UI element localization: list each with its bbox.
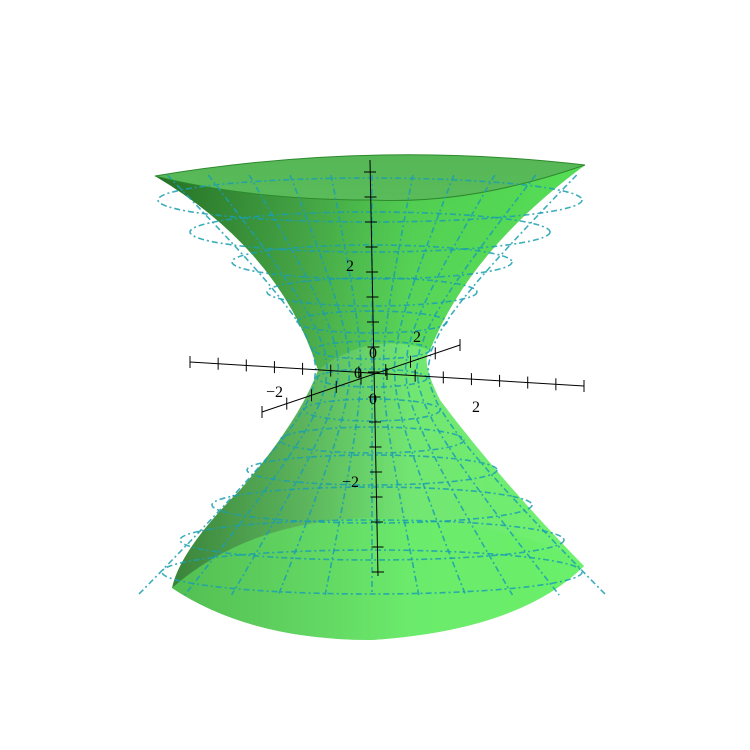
- surface-body: [155, 165, 585, 640]
- coordinate-axes: [189, 159, 585, 577]
- surface-bottom-lip: [172, 518, 584, 640]
- origin-label: 0: [369, 391, 377, 408]
- mesh-meridian: [324, 174, 362, 596]
- mesh-meridian: [393, 174, 467, 596]
- z-tick-label-zero: 0: [354, 365, 362, 382]
- mesh-ring: [189, 211, 551, 253]
- mesh-ring: [179, 519, 565, 561]
- mesh-meridian: [277, 174, 351, 596]
- mesh-meridian: [230, 174, 340, 596]
- z-tick-label-neg: −2: [342, 474, 359, 491]
- mesh-meridian: [415, 174, 560, 596]
- z-axis-line: [369, 159, 379, 577]
- z-tick-label-pos: 2: [346, 258, 354, 275]
- mesh-meridian: [382, 174, 420, 596]
- y-tick-label-pos: 2: [413, 329, 421, 346]
- mesh-meridian: [404, 174, 514, 596]
- x-tick-label-neg: −2: [266, 384, 283, 401]
- x-tick-label-pos: 2: [472, 399, 480, 416]
- mesh-meridian: [184, 174, 329, 596]
- mesh-ring: [211, 486, 533, 524]
- y-tick-label-zero: 0: [369, 345, 377, 362]
